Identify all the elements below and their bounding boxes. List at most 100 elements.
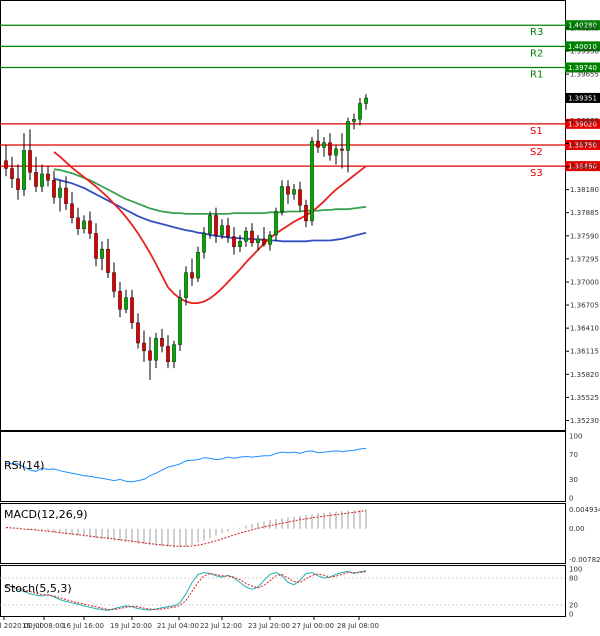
- time-tick-label: 28 Jul 08:00: [337, 622, 379, 630]
- candle-body: [214, 215, 218, 236]
- time-tick-label: 15 Jul 08:00: [22, 622, 64, 630]
- macd-tick-label: -0.007827: [569, 556, 600, 564]
- level-tag-r3: [565, 20, 600, 31]
- macd-tick-label: 0.004934: [569, 506, 600, 514]
- candle-body: [364, 97, 368, 104]
- candle-body: [112, 272, 116, 292]
- candle-body: [58, 187, 62, 198]
- candle-body: [190, 272, 194, 279]
- candle-body: [346, 121, 350, 151]
- candle-body: [310, 140, 314, 222]
- stoch-tick-label: 80: [569, 575, 578, 583]
- candle-body: [52, 180, 56, 198]
- price-tick-label: 1.39655: [570, 71, 599, 79]
- candle-body: [358, 103, 362, 120]
- candle-body: [10, 168, 14, 179]
- candlesticks: [4, 94, 368, 380]
- time-tick-label: 22 Jul 12:00: [200, 622, 242, 630]
- candle-body: [304, 205, 308, 222]
- candle-body: [142, 342, 146, 352]
- candle-body: [328, 142, 332, 156]
- candle-body: [28, 150, 32, 173]
- candle-body: [292, 189, 296, 195]
- level-tag-r2: [565, 41, 600, 52]
- price-axis: 1.402451.399501.396551.393601.390651.387…: [565, 24, 600, 425]
- candle-body: [268, 234, 272, 245]
- candle-body: [232, 236, 236, 247]
- candle-body: [100, 248, 104, 259]
- time-tick-label: 14 Jul 2020 00:00: [0, 622, 44, 630]
- level-name-s3: S3: [530, 168, 543, 179]
- rsi-label: RSI(14): [4, 459, 44, 472]
- time-tick-label: 16 Jul 16:00: [62, 622, 104, 630]
- rsi-tick-label: 30: [569, 476, 578, 484]
- candle-body: [280, 186, 284, 212]
- candle-body: [178, 297, 182, 345]
- stoch-k-line: [5, 570, 367, 611]
- price-tick-label: 1.39065: [570, 117, 599, 125]
- macd-indicator: 0.004934 0.00 -0.007827: [5, 506, 600, 564]
- candle-body: [202, 233, 206, 253]
- pivot-levels: R3 1.40280 R2 1.40010 R1 1.39740 S1 1.39020 S2 1.…: [0, 20, 600, 179]
- rsi-tick-label: 70: [569, 451, 578, 459]
- price-tick-label: 1.35230: [570, 417, 599, 425]
- candle-body: [136, 322, 140, 344]
- price-tick-label: 1.36410: [570, 325, 599, 333]
- time-tick-label: 21 Jul 04:00: [157, 622, 199, 630]
- price-tick-label: 1.39950: [570, 48, 599, 56]
- stoch-tick-label: 100: [569, 566, 582, 574]
- rsi-tick-label: 100: [569, 433, 582, 441]
- price-tick-label: 1.36705: [570, 302, 599, 310]
- candle-body: [340, 148, 344, 151]
- candle-body: [40, 173, 44, 187]
- candle-body: [154, 338, 158, 361]
- candle-body: [352, 118, 356, 122]
- candle-body: [286, 186, 290, 195]
- candle-body: [322, 142, 326, 148]
- macd-pane: [0, 503, 566, 564]
- candle-body: [70, 203, 74, 218]
- level-name-r3: R3: [530, 27, 543, 38]
- price-tick-label: 1.40245: [570, 24, 599, 32]
- time-tick-label: 19 Jul 20:00: [110, 622, 152, 630]
- candle-body: [34, 172, 38, 187]
- level-value-r2: 1.40010: [568, 43, 597, 51]
- candle-body: [226, 225, 230, 237]
- price-tick-label: 1.35525: [570, 394, 599, 402]
- candle-body: [16, 178, 20, 190]
- current-price-value: 1.39351: [568, 94, 597, 102]
- stoch-tick-label: 20: [569, 602, 578, 610]
- candle-body: [274, 211, 278, 236]
- candle-body: [262, 238, 266, 245]
- candle-body: [298, 189, 302, 206]
- candle-body: [334, 148, 338, 156]
- price-tick-label: 1.37885: [570, 209, 599, 217]
- candle-body: [22, 150, 26, 190]
- main-pane: [0, 0, 566, 431]
- rsi-pane: [0, 431, 566, 502]
- price-tick-label: 1.38180: [570, 186, 599, 194]
- candle-body: [82, 220, 86, 229]
- candle-body: [316, 140, 320, 148]
- level-tag-s3: [565, 161, 600, 172]
- level-tag-s1: [565, 118, 600, 129]
- macd-label: MACD(12,26,9): [4, 508, 88, 521]
- candle-body: [106, 248, 110, 273]
- candle-body: [118, 291, 122, 310]
- candle-body: [160, 338, 164, 347]
- candle-body: [244, 230, 248, 242]
- time-tick-label: 27 Jul 00:00: [292, 622, 334, 630]
- candle-body: [238, 241, 242, 247]
- stoch-tick-label: 0: [569, 611, 573, 619]
- candle-body: [46, 173, 50, 181]
- candle-body: [172, 344, 176, 363]
- candle-body: [4, 160, 8, 169]
- candle-body: [76, 217, 80, 229]
- stoch-pane: [0, 565, 566, 617]
- level-name-r1: R1: [530, 69, 543, 80]
- candle-body: [208, 215, 212, 234]
- candle-body: [166, 345, 170, 363]
